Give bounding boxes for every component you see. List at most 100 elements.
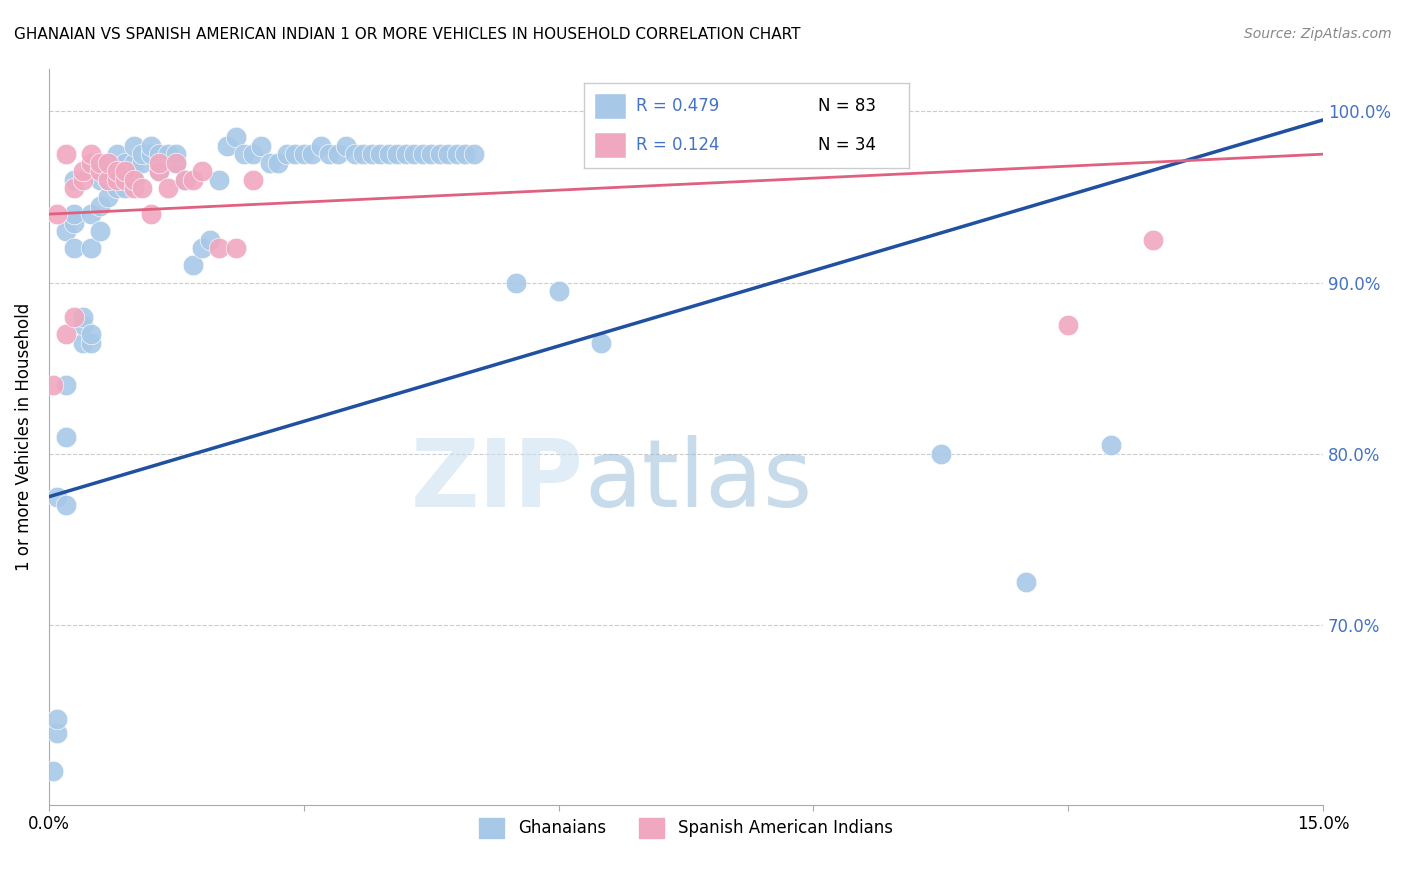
Point [505, 276, 527, 290]
Point [80, 241, 103, 255]
Point [352, 147, 374, 161]
Point [343, 147, 366, 161]
Point [72, 318, 94, 333]
Point [131, 155, 153, 169]
Point [183, 259, 205, 273]
Point [1015, 575, 1038, 590]
Point [1099, 438, 1122, 452]
Point [105, 164, 128, 178]
Point [183, 173, 205, 187]
Point [122, 173, 145, 187]
Point [89, 224, 111, 238]
Text: Source: ZipAtlas.com: Source: ZipAtlas.com [1244, 27, 1392, 41]
Point [72, 173, 94, 187]
Point [46, 712, 69, 726]
Point [276, 147, 298, 161]
Point [80, 147, 103, 161]
Point [131, 147, 153, 161]
Point [63, 241, 86, 255]
Point [148, 147, 170, 161]
Point [72, 164, 94, 178]
Point [360, 147, 382, 161]
Point [105, 147, 128, 161]
Point [97, 173, 120, 187]
Point [114, 155, 136, 169]
Point [148, 164, 170, 178]
Point [55, 498, 77, 512]
Point [267, 155, 290, 169]
Y-axis label: 1 or more Vehicles in Household: 1 or more Vehicles in Household [15, 302, 32, 571]
Text: GHANAIAN VS SPANISH AMERICAN INDIAN 1 OR MORE VEHICLES IN HOUSEHOLD CORRELATION : GHANAIAN VS SPANISH AMERICAN INDIAN 1 OR… [14, 27, 800, 42]
Point [165, 155, 187, 169]
Point [929, 447, 952, 461]
Point [105, 164, 128, 178]
Point [156, 147, 179, 161]
Point [156, 181, 179, 195]
Point [242, 147, 264, 161]
Point [46, 490, 69, 504]
Point [420, 147, 443, 161]
Point [412, 147, 434, 161]
Point [89, 173, 111, 187]
Point [122, 181, 145, 195]
Point [463, 147, 485, 161]
Point [97, 190, 120, 204]
Point [148, 164, 170, 178]
Point [114, 181, 136, 195]
Point [191, 241, 214, 255]
Point [63, 310, 86, 324]
Point [80, 155, 103, 169]
Point [122, 173, 145, 187]
Point [1057, 318, 1080, 333]
Point [89, 155, 111, 169]
Point [309, 138, 332, 153]
Point [404, 147, 426, 161]
Text: ZIP: ZIP [411, 435, 583, 527]
Point [437, 147, 460, 161]
Point [173, 173, 195, 187]
Point [80, 335, 103, 350]
Point [42, 378, 65, 392]
Point [217, 138, 239, 153]
Point [63, 207, 86, 221]
Point [429, 147, 451, 161]
Point [318, 147, 340, 161]
Point [131, 181, 153, 195]
Point [250, 138, 273, 153]
Text: atlas: atlas [583, 435, 813, 527]
Legend: Ghanaians, Spanish American Indians: Ghanaians, Spanish American Indians [472, 811, 900, 845]
Point [200, 233, 222, 247]
Point [446, 147, 468, 161]
Point [46, 207, 69, 221]
Point [55, 326, 77, 341]
Point [233, 147, 256, 161]
Point [454, 147, 477, 161]
Point [335, 138, 357, 153]
Point [55, 378, 77, 392]
Point [1142, 233, 1164, 247]
Point [301, 147, 323, 161]
Point [89, 164, 111, 178]
Point [292, 147, 315, 161]
Point [89, 198, 111, 212]
Point [368, 147, 391, 161]
Point [42, 764, 65, 778]
Point [63, 173, 86, 187]
Point [80, 207, 103, 221]
Point [591, 335, 613, 350]
Point [173, 173, 195, 187]
Point [46, 726, 69, 740]
Point [139, 147, 162, 161]
Point [225, 130, 247, 145]
Point [165, 147, 187, 161]
Point [55, 224, 77, 238]
Point [105, 173, 128, 187]
Point [165, 155, 187, 169]
Point [139, 207, 162, 221]
Point [326, 147, 349, 161]
Point [225, 241, 247, 255]
Point [72, 335, 94, 350]
Point [547, 284, 569, 298]
Point [284, 147, 307, 161]
Point [122, 155, 145, 169]
